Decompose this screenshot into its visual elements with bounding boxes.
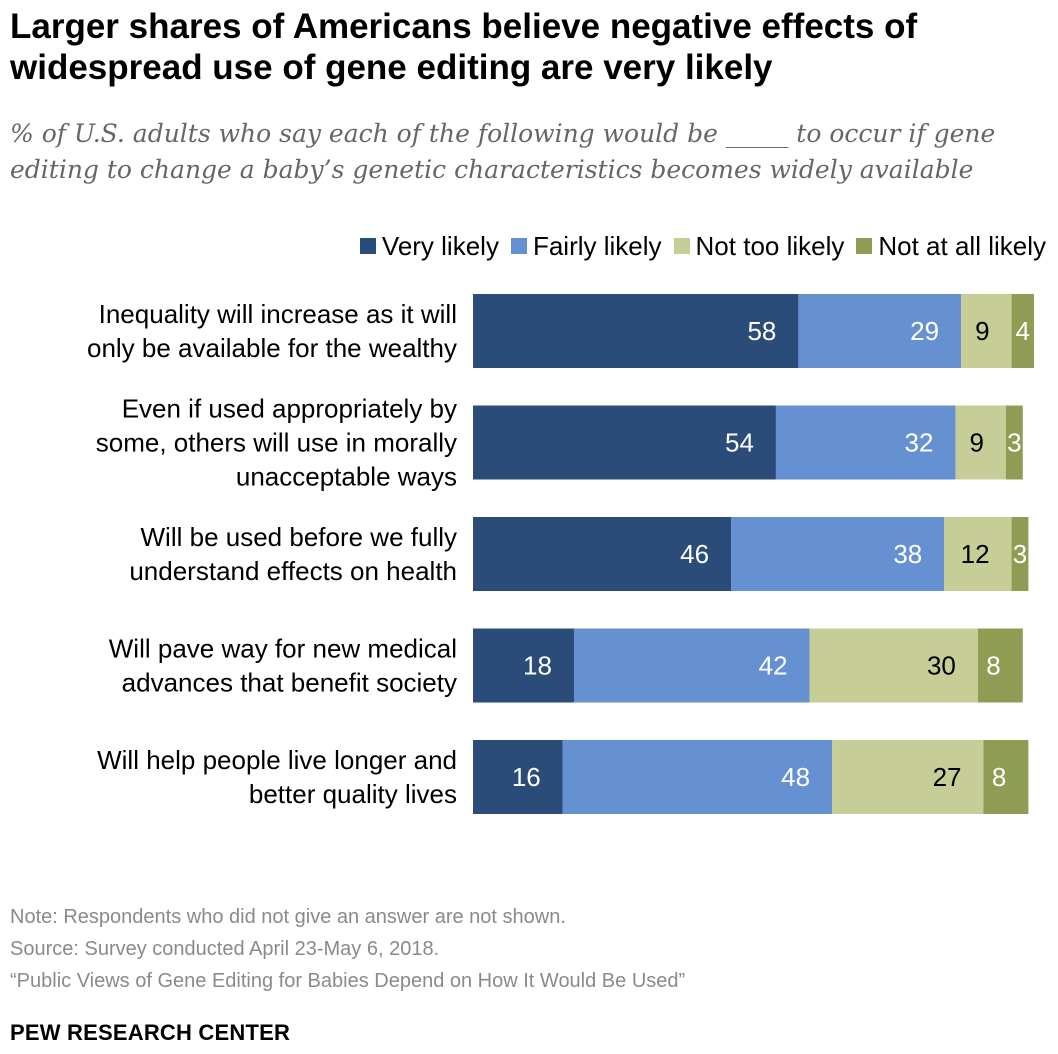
category-label: Even if used appropriately by some, other… — [96, 394, 457, 492]
legend-label: Not at all likely — [878, 230, 1046, 261]
data-label: 18 — [523, 651, 552, 681]
data-label: 9 — [969, 428, 983, 458]
category-label-line: Even if used appropriately by — [122, 394, 457, 424]
bar-segment — [809, 628, 978, 703]
legend-item-not-at-all-likely: Not at all likely — [856, 231, 1046, 262]
category-label: Will be used before we fully understand e… — [129, 522, 457, 586]
data-label: 54 — [725, 428, 754, 458]
legend-item-fairly-likely: Fairly likely — [510, 230, 662, 262]
category-label-line: Inequality will increase as it will — [99, 299, 457, 329]
bar-segment — [1005, 405, 1023, 480]
category-label-line: Will help people live longer and — [97, 745, 457, 775]
footer-report: “Public Views of Gene Editing for Babies… — [10, 970, 686, 992]
legend-label: Fairly likely — [532, 230, 662, 261]
legend-swatch — [359, 238, 376, 254]
footer-source: Source: Survey conducted April 23-May 6,… — [10, 938, 440, 960]
legend-item-not-too-likely: Not too likely — [673, 230, 845, 262]
data-label: 16 — [512, 762, 541, 792]
bar-segment — [798, 294, 962, 368]
legend-label: Very likely — [381, 230, 499, 261]
bar-segment — [562, 740, 833, 814]
bar-segment — [944, 517, 1012, 591]
data-label: 12 — [961, 539, 990, 569]
data-label: 48 — [781, 762, 810, 792]
category-label-line: some, others will use in morally — [96, 428, 457, 458]
bar-segment — [961, 294, 1012, 368]
category-label-line: Will be used before we fully — [141, 522, 457, 552]
category-label: Will help people live longer and better q… — [97, 745, 457, 809]
footer-note: Note: Respondents who did not give an an… — [10, 906, 566, 928]
data-label: 29 — [910, 316, 939, 346]
data-label: 42 — [759, 651, 788, 681]
bar-segment — [983, 740, 1029, 814]
category-label-line: unacceptable ways — [236, 462, 457, 492]
legend-swatch — [673, 238, 690, 254]
bar-segment — [731, 517, 945, 591]
data-label: 8 — [992, 762, 1006, 792]
bar-segment — [832, 740, 984, 814]
legend-swatch — [510, 238, 527, 254]
data-label: 32 — [905, 428, 934, 458]
data-label: 9 — [975, 316, 989, 346]
bar-segment — [1011, 294, 1034, 368]
data-label: 30 — [927, 651, 956, 681]
legend: Very likely Fairly likely Not too likely… — [0, 228, 1046, 264]
data-label: 38 — [893, 539, 922, 569]
bar-segment — [1011, 517, 1029, 591]
category-label-line: better quality lives — [249, 779, 457, 809]
category-label: Will pave way for new medical advances th… — [109, 634, 457, 698]
data-label: 3 — [1007, 428, 1021, 458]
bar-segment — [955, 405, 1006, 480]
bar-segment — [473, 294, 799, 368]
data-label: 58 — [747, 316, 776, 346]
chart-title: Larger shares of Americans believe negat… — [10, 7, 918, 88]
category-label-line: Will pave way for new medical — [109, 634, 457, 664]
legend-swatch — [856, 238, 873, 254]
bar-segment — [775, 405, 956, 480]
category-label-line: only be available for the wealthy — [87, 333, 457, 363]
data-label: 3 — [1013, 539, 1027, 569]
legend-label: Not too likely — [695, 230, 845, 261]
data-label: 8 — [986, 651, 1000, 681]
bar-segment — [473, 740, 563, 814]
bar-segment — [573, 628, 810, 703]
category-label: Inequality will increase as it will only … — [87, 299, 457, 363]
data-label: 27 — [933, 762, 962, 792]
legend-item-very-likely: Very likely — [359, 230, 499, 262]
category-label-line: advances that benefit society — [122, 668, 457, 698]
bar-segment — [473, 517, 732, 591]
bar-segment — [473, 405, 776, 480]
category-label-line: understand effects on health — [129, 556, 457, 586]
bar-segment — [977, 628, 1023, 703]
brand-logo-text: PEW RESEARCH CENTER — [10, 1020, 291, 1045]
data-label: 46 — [680, 539, 709, 569]
bar-segment — [473, 628, 574, 703]
chart-subtitle: % of U.S. adults who say each of the fol… — [10, 119, 996, 185]
data-label: 4 — [1016, 316, 1030, 346]
